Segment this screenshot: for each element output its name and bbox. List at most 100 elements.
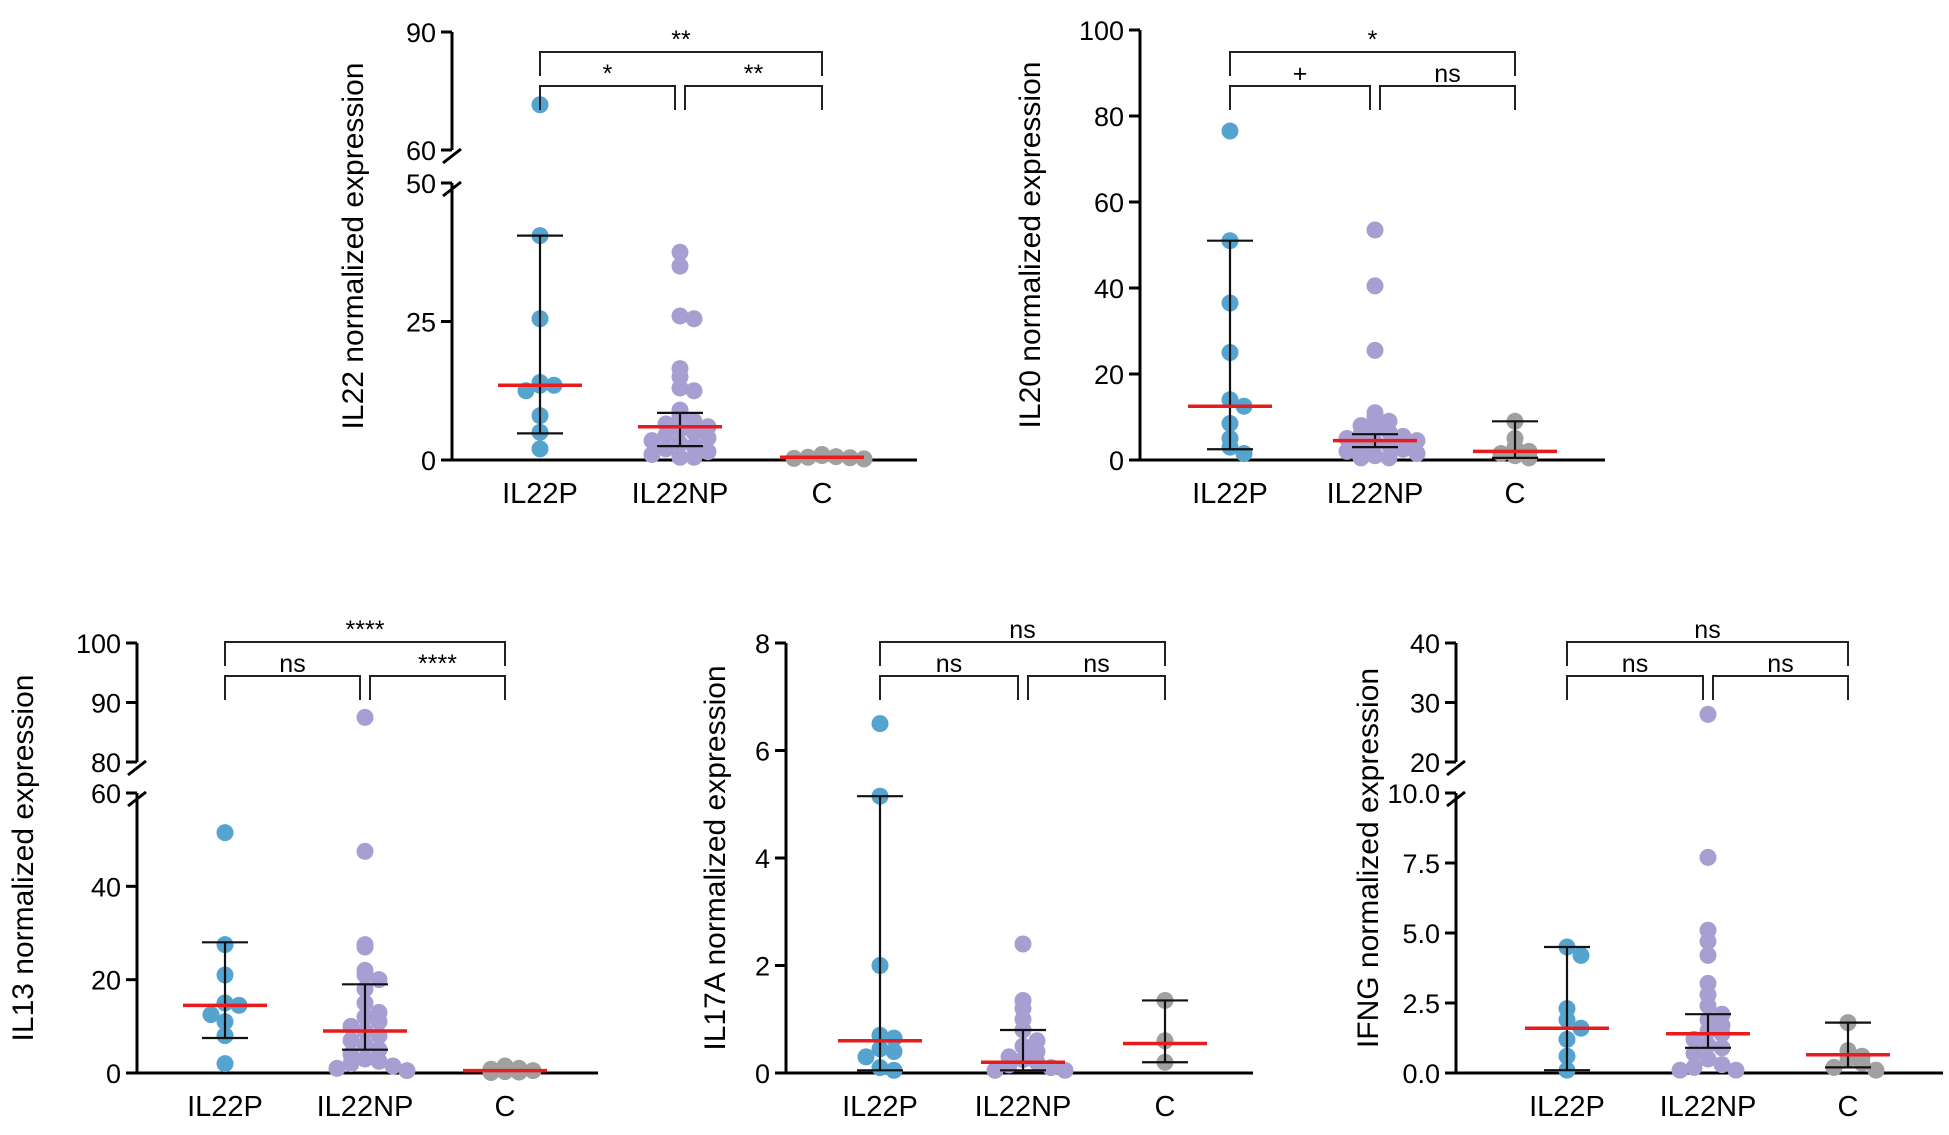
- significance-label: ****: [346, 616, 385, 644]
- y-tick-label: 20: [1410, 748, 1440, 778]
- category-label: C: [1505, 478, 1526, 510]
- data-point-il22p: [216, 824, 234, 842]
- y-tick-label: 80: [1094, 102, 1124, 132]
- data-point-il22np: [370, 1052, 388, 1070]
- data-point-il22np: [1366, 341, 1384, 359]
- data-point-il22np: [356, 842, 374, 860]
- data-point-il22np: [398, 1062, 416, 1080]
- axis-break-mark: [127, 759, 147, 777]
- data-point-il22np: [370, 1013, 388, 1031]
- data-point-il22np: [1352, 449, 1370, 467]
- significance-bracket: [1379, 85, 1516, 110]
- significance-bracket: [684, 85, 823, 110]
- data-point-il22np: [685, 448, 703, 466]
- category-label: IL22NP: [632, 478, 729, 510]
- significance-label: ns: [279, 650, 305, 678]
- y-tick-label: 40: [1094, 274, 1124, 304]
- data-point-il22np: [986, 1061, 1004, 1079]
- y-tick-label: 20: [91, 966, 121, 996]
- data-point-il22np: [1380, 423, 1398, 441]
- data-point-il22np: [356, 1050, 374, 1068]
- category-label: IL22NP: [975, 1091, 1072, 1123]
- significance-bracket: [1229, 51, 1516, 76]
- y-tick-label: 0: [1109, 446, 1124, 476]
- data-point-il22np: [1366, 408, 1384, 426]
- axis-break-mark: [442, 147, 462, 165]
- axis-break-mark: [1446, 759, 1466, 777]
- significance-bracket: [369, 675, 506, 700]
- significance-label: ns: [936, 650, 962, 678]
- significance-bracket: [539, 51, 823, 76]
- data-point-il22np: [671, 307, 689, 325]
- data-point-il22p: [1572, 946, 1590, 964]
- axis-break-mark: [1446, 790, 1466, 808]
- data-point-il22np: [1394, 440, 1412, 458]
- y-axis-title: IFNG normalized expression: [1352, 668, 1385, 1048]
- y-tick-label: 5.0: [1402, 919, 1440, 949]
- significance-bracket: [1566, 675, 1704, 700]
- category-label: IL22P: [1529, 1091, 1605, 1123]
- data-point-il22np: [699, 429, 717, 447]
- data-point-il22np: [1699, 1050, 1717, 1068]
- data-point-il22p: [1221, 122, 1239, 140]
- data-point-il22np: [671, 243, 689, 261]
- data-point-il22p: [885, 1043, 903, 1060]
- chart-panel-ifng: 0.0 2.5 5.0 7.5 10.020 30 40 IFNG normalized ex…: [1352, 616, 1943, 1123]
- data-point-il22np: [1408, 445, 1426, 463]
- significance-label: ns: [1767, 650, 1793, 678]
- category-label: IL22P: [1192, 478, 1268, 510]
- data-point-il22np: [1713, 1056, 1731, 1074]
- data-point-il22np: [1366, 447, 1384, 465]
- category-label: IL22P: [187, 1091, 263, 1123]
- significance-label: ns: [1622, 650, 1648, 678]
- y-tick-label: 30: [1410, 689, 1440, 719]
- data-point-il22np: [1056, 1061, 1074, 1079]
- data-point-il22np: [643, 445, 661, 463]
- significance-label: +: [1293, 60, 1308, 88]
- data-point-il22np: [1685, 1044, 1703, 1062]
- data-point-il22np: [1366, 221, 1384, 239]
- data-point-il22np: [671, 448, 689, 466]
- significance-label: ns: [1009, 616, 1035, 644]
- y-axis-title: IL13 normalized expression: [7, 675, 40, 1042]
- data-point-il22p: [871, 715, 889, 733]
- significance-bracket: [224, 641, 506, 666]
- data-point-il22p: [202, 1006, 220, 1024]
- y-tick-label: 60: [1094, 188, 1124, 218]
- category-label: C: [495, 1091, 516, 1123]
- data-point-il22p: [216, 1055, 234, 1073]
- y-tick-label: 100: [1079, 16, 1124, 46]
- y-tick-label: 50: [406, 169, 436, 199]
- y-tick-label: 90: [406, 18, 436, 48]
- significance-bracket: [879, 641, 1166, 666]
- category-label: IL22NP: [317, 1091, 414, 1123]
- data-point-il22np: [671, 257, 689, 275]
- significance-bracket: [224, 675, 361, 700]
- category-label: IL22P: [842, 1091, 918, 1123]
- significance-label: ****: [418, 650, 457, 678]
- data-point-il22p: [531, 440, 549, 458]
- data-point-il22np: [1338, 442, 1356, 460]
- significance-label: ns: [1083, 650, 1109, 678]
- y-axis-title: IL17A normalized expression: [699, 665, 732, 1050]
- chart-panel-il20: 0 20 40 60 80 100 IL20 normalized expression IL…: [1014, 16, 1605, 510]
- axis-break-mark: [127, 790, 147, 808]
- data-point-il22np: [384, 1057, 402, 1075]
- data-point-c: [1867, 1061, 1885, 1079]
- y-tick-label: 0: [106, 1059, 121, 1089]
- significance-label: ns: [1434, 60, 1460, 88]
- significance-bracket: [539, 85, 676, 110]
- data-point-il22np: [699, 443, 717, 461]
- data-point-il22np: [685, 382, 703, 400]
- data-point-c: [482, 1064, 500, 1082]
- data-point-il22p: [1235, 445, 1253, 463]
- data-point-il22np: [1671, 1061, 1689, 1079]
- data-point-il22np: [1699, 932, 1717, 950]
- data-point-il22np: [370, 971, 388, 989]
- data-point-il22np: [328, 1059, 346, 1077]
- axis-break-mark: [442, 180, 462, 198]
- significance-label: **: [744, 60, 764, 88]
- category-label: IL22NP: [1327, 478, 1424, 510]
